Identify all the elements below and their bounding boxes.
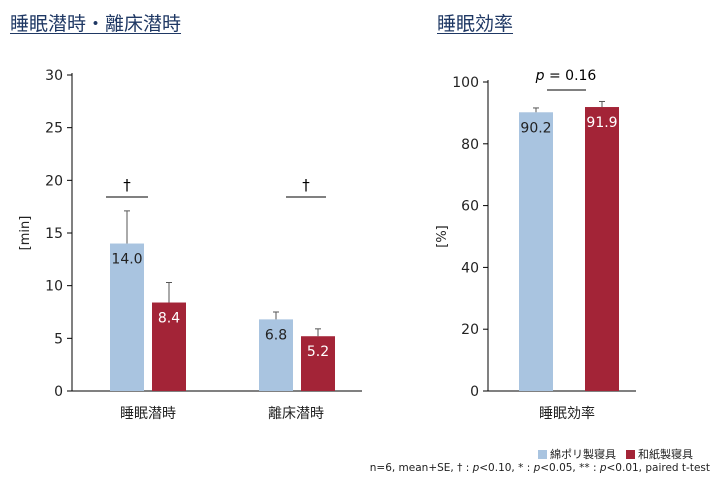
- y-tick-label: 100: [452, 75, 479, 91]
- p-value-label: p = 0.16: [535, 68, 597, 84]
- y-tick-label: 40: [461, 260, 479, 276]
- footnote-part: <0.01, paired t-test: [606, 462, 711, 474]
- p-value-number: = 0.16: [545, 68, 597, 84]
- y-tick-label: 0: [470, 384, 479, 400]
- footnote-p: p: [599, 462, 607, 474]
- y-tick-label: 15: [45, 226, 63, 242]
- footnote: n=6, mean+SE, † : p<0.10, * : p<0.05, **…: [370, 462, 710, 474]
- y-tick-label: 60: [461, 199, 479, 215]
- significance-marker: †: [302, 176, 310, 194]
- y-tick-label: 80: [461, 137, 479, 153]
- x-category-label: 離床潜時: [268, 405, 324, 422]
- footnote-p: p: [472, 462, 480, 474]
- footnote-part: n=6, mean+SE, † :: [369, 462, 473, 474]
- y-tick-label: 0: [54, 384, 63, 400]
- bar-washi: [301, 336, 335, 391]
- y-tick-label: 30: [45, 68, 63, 84]
- legend-swatch-series2: [626, 449, 635, 459]
- legend-item-series2: 和紙製寝具: [626, 446, 693, 462]
- y-axis-label: [%]: [435, 225, 450, 248]
- bar-washi: [152, 302, 186, 391]
- x-category-label: 睡眠効率: [539, 405, 595, 422]
- y-tick-label: 10: [45, 279, 63, 295]
- legend: 綿ポリ製寝具 和紙製寝具: [538, 446, 693, 462]
- footnote-part: <0.10, * :: [479, 462, 534, 474]
- y-tick-label: 20: [45, 173, 63, 189]
- p-value-symbol: p: [535, 68, 545, 84]
- footnote-p: p: [533, 462, 541, 474]
- legend-label-series2: 和紙製寝具: [638, 448, 693, 461]
- x-category-label: 睡眠潜時: [120, 406, 176, 422]
- bar-cotton-poly: [110, 243, 144, 391]
- data-label: 91.9: [586, 115, 617, 131]
- y-tick-label: 20: [461, 322, 479, 338]
- bar-cotton-poly: [259, 319, 293, 391]
- y-axis-label: [min]: [18, 216, 33, 251]
- bar-washi: [585, 107, 619, 392]
- data-label: 5.2: [307, 344, 329, 360]
- footnote-part: <0.05, ** :: [540, 462, 600, 474]
- legend-item-series1: 綿ポリ製寝具: [538, 446, 616, 462]
- bar-cotton-poly: [519, 112, 553, 392]
- chart-2-title: 睡眠効率: [437, 13, 514, 35]
- significance-marker: †: [123, 176, 131, 194]
- chart-1-title: 睡眠潜時・離床潜時: [10, 13, 182, 35]
- y-tick-label: 5: [54, 331, 63, 347]
- legend-swatch-series1: [538, 449, 547, 459]
- data-label: 8.4: [158, 311, 180, 327]
- y-tick-label: 25: [45, 121, 63, 137]
- data-label: 14.0: [111, 252, 142, 268]
- data-label: 6.8: [265, 327, 287, 343]
- legend-label-series1: 綿ポリ製寝具: [550, 448, 616, 461]
- data-label: 90.2: [520, 120, 551, 136]
